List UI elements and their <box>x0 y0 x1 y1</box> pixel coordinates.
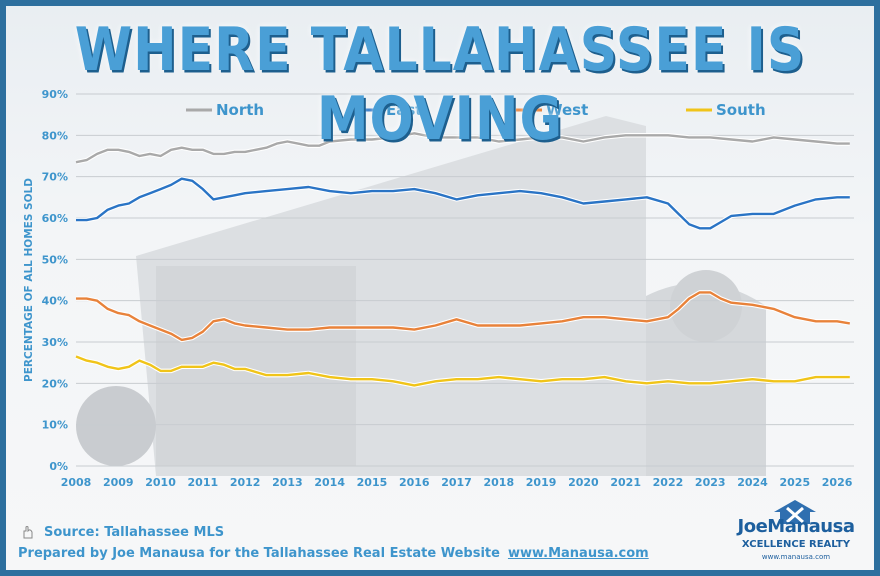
y-tick-label: 20% <box>42 377 68 390</box>
legend-label-west: West <box>546 101 588 119</box>
website-link[interactable]: www.Manausa.com <box>507 546 649 561</box>
x-tick-label: 2016 <box>399 476 430 489</box>
series-line-east <box>76 177 850 230</box>
x-tick-label: 2019 <box>526 476 557 489</box>
pointing-hand-icon <box>23 526 33 539</box>
line-chart: 0%10%20%30%40%50%60%70%80%90% 2008 2009 20… <box>23 88 854 489</box>
y-axis: 0% 10% 20% 30% 40% 50% 60% 70% 80% 90% <box>42 88 68 473</box>
x-tick-label: 2024 <box>737 476 768 489</box>
y-tick-label: 80% <box>42 129 68 142</box>
logo-subtitle-text: XCELLENCE REALTY <box>741 539 851 550</box>
series-line-south <box>75 355 850 387</box>
logo-brand-text: JoeManausa <box>737 516 855 537</box>
y-tick-label: 0% <box>49 460 68 473</box>
credit-line: Prepared by Joe Manausa for the Tallahas… <box>18 546 649 561</box>
y-tick-label: 60% <box>42 212 68 225</box>
x-tick-label: 2015 <box>357 476 388 489</box>
y-tick-label: 50% <box>42 253 68 266</box>
company-logo: JoeManausa XCELLENCE REALTY www.manausa.… <box>732 498 860 566</box>
y-tick-label: 30% <box>42 336 68 349</box>
source-text: Source: Tallahassee MLS <box>44 524 225 540</box>
x-tick-label: 2013 <box>272 476 303 489</box>
x-tick-label: 2017 <box>441 476 472 489</box>
y-tick-label: 10% <box>42 419 68 432</box>
chart-title: WHERE TALLAHASSEE IS MOVING <box>74 16 806 154</box>
y-tick-label: 70% <box>42 171 68 184</box>
x-tick-label: 2022 <box>653 476 684 489</box>
x-tick-label: 2010 <box>145 476 176 489</box>
x-tick-label: 2014 <box>314 476 345 489</box>
legend-label-north: North <box>216 101 264 119</box>
series-line-west <box>76 291 850 342</box>
chart-legend: North East West South <box>186 101 766 119</box>
x-tick-label: 2012 <box>230 476 261 489</box>
x-tick-label: 2023 <box>695 476 726 489</box>
infographic-frame: 0% 10% 20% 30% 40% 50% 60% 70% 80% 90% 2008 2009 20… <box>6 6 874 570</box>
legend-label-south: South <box>716 101 766 119</box>
source-line: Source: Tallahassee MLS <box>20 524 224 540</box>
logo-site-text: www.manausa.com <box>761 553 831 561</box>
series-line-north <box>75 132 850 164</box>
x-tick-label: 2021 <box>610 476 641 489</box>
y-tick-label: 90% <box>42 88 68 101</box>
x-tick-label: 2011 <box>188 476 219 489</box>
x-tick-label: 2008 <box>61 476 92 489</box>
credit-text: Prepared by Joe Manausa for the Tallahas… <box>18 546 500 561</box>
y-tick-label: 40% <box>42 295 68 308</box>
x-tick-label: 2009 <box>103 476 134 489</box>
legend-label-east: East <box>386 101 422 119</box>
x-tick-label: 2018 <box>484 476 515 489</box>
y-axis-label: PERCENTAGE OF ALL HOMES SOLD <box>23 178 35 382</box>
series-lines <box>75 131 851 388</box>
house-logo-icon <box>774 500 816 524</box>
x-tick-label: 2025 <box>779 476 810 489</box>
x-axis: 2008 2009 2010 2011 2012 2013 2014 2015 2016 2017… <box>61 476 853 489</box>
x-tick-label: 2026 <box>822 476 853 489</box>
truck-silhouette-background <box>76 116 766 476</box>
x-tick-label: 2020 <box>568 476 599 489</box>
chart-grid <box>76 93 854 467</box>
